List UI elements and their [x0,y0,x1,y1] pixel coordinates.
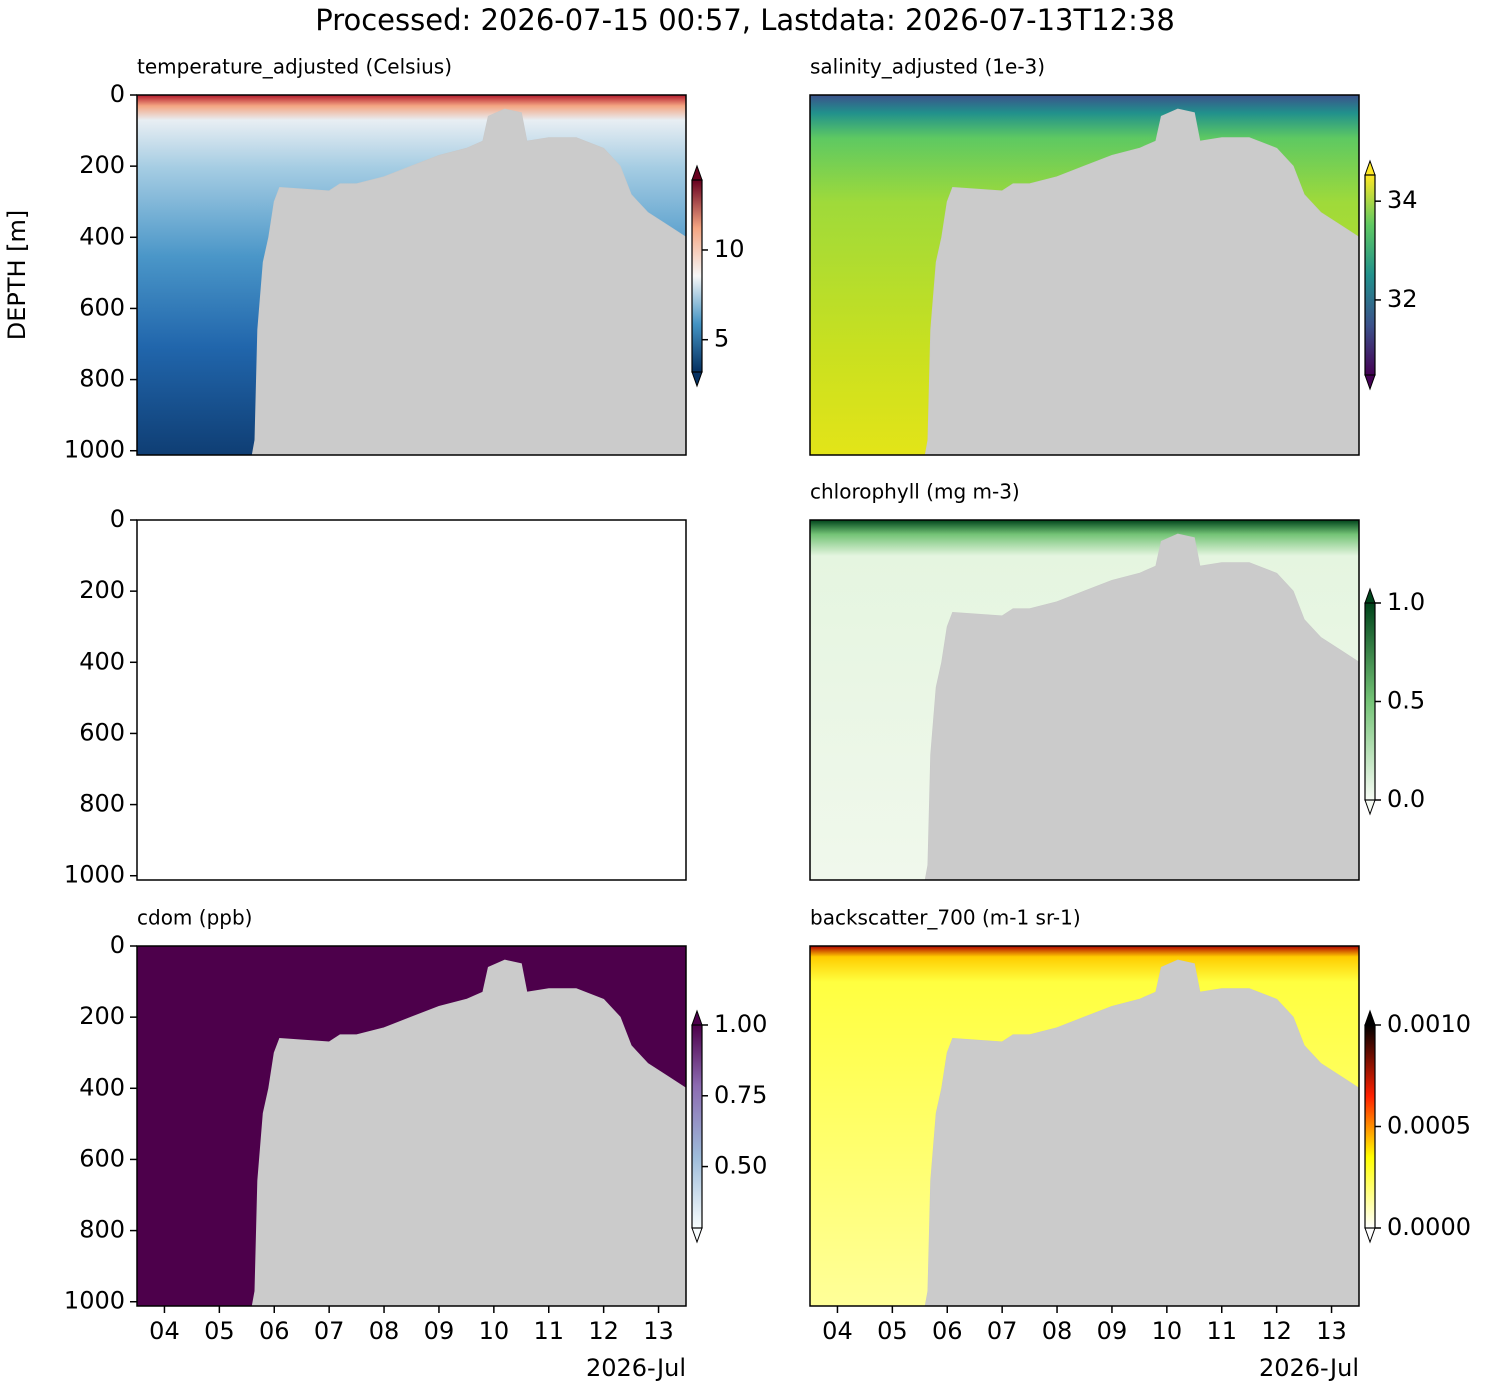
colorbar-extend [691,1009,703,1026]
colorbar-tick-label: 0.0000 [1387,1213,1471,1241]
x-tick-label: 07 [314,1317,345,1345]
y-tick-label: 400 [79,647,125,675]
x-tick-label: 06 [259,1317,290,1345]
colorbar-tick-label: 0.50 [714,1152,767,1180]
y-tick-label: 1000 [64,436,125,464]
panel-title: backscatter_700 (m-1 sr-1) [810,906,1081,930]
colorbar-tick-label: 34 [1387,186,1418,214]
colorbar-tick-label: 1.00 [714,1010,767,1038]
colorbar-frame [691,1024,703,1229]
colorbar [692,180,702,372]
colorbar-tick-label: 32 [1387,285,1418,313]
x-tick-label: 05 [877,1317,908,1345]
x-tick-label: 04 [149,1317,180,1345]
colorbar-tick-label: 0.75 [714,1081,767,1109]
colorbar [1365,603,1375,800]
x-tick-label: 12 [588,1317,619,1345]
x-tick-label: 09 [1097,1317,1128,1345]
no-data-area [810,534,1359,880]
panel-title: chlorophyll (mg m-3) [810,480,1020,504]
colorbar-extend [691,164,703,181]
x-tick-label: 12 [1261,1317,1292,1345]
axes-frame [136,945,687,1307]
x-tick-label: 08 [1042,1317,1073,1345]
x-axis-label: 2026-Jul [586,1354,686,1382]
figure-title: Processed: 2026-07-15 00:57, Lastdata: 2… [315,3,1175,37]
axes-frame [809,94,1360,456]
x-tick-label: 10 [479,1317,510,1345]
data-bottom-line [810,108,1360,456]
colorbar-extend [1364,159,1376,176]
colorbar-frame [691,179,703,373]
colorbar-tick-label: 5 [714,325,729,353]
x-tick-label: 07 [987,1317,1018,1345]
colorbar-tick-label: 10 [714,235,745,263]
y-tick-label: 400 [79,1073,125,1101]
x-tick-label: 11 [533,1317,564,1345]
colorbar-tick-label: 0.0005 [1387,1112,1471,1140]
no-data-area [137,960,686,1306]
axes-frame [136,94,687,456]
y-tick-label: 0 [110,80,125,108]
no-data-area [810,109,1359,455]
colorbar [1365,175,1375,375]
colorbar-extend [1364,374,1376,391]
y-tick-label: 1000 [64,1287,125,1315]
y-tick-label: 800 [79,365,125,393]
x-tick-label: 05 [204,1317,235,1345]
y-tick-label: 200 [79,151,125,179]
no-data-area [810,960,1359,1306]
colorbar-extend [691,1227,703,1244]
no-data-area [137,109,686,455]
panel-title: cdom (ppb) [137,906,252,930]
y-tick-label: 0 [110,505,125,533]
colorbar-extend [1364,587,1376,604]
x-tick-label: 04 [822,1317,853,1345]
y-tick-label: 1000 [64,861,125,889]
y-tick-label: 200 [79,1002,125,1030]
x-tick-label: 10 [1152,1317,1183,1345]
y-tick-label: 800 [79,790,125,818]
colorbar-tick-label: 0.0 [1387,785,1425,813]
y-tick-label: 600 [79,1144,125,1172]
panel-title: temperature_adjusted (Celsius) [137,55,452,79]
x-tick-label: 06 [932,1317,963,1345]
x-tick-label: 08 [369,1317,400,1345]
x-tick-label: 09 [424,1317,455,1345]
x-tick-label: 11 [1206,1317,1237,1345]
x-tick-label: 13 [1316,1317,1347,1345]
colorbar [692,1025,702,1228]
y-tick-label: 200 [79,576,125,604]
y-tick-label: 600 [79,718,125,746]
y-tick-label: 400 [79,222,125,250]
x-axis-label: 2026-Jul [1259,1354,1359,1382]
y-tick-label: 600 [79,293,125,321]
y-tick-label: 0 [110,931,125,959]
axes-frame [809,945,1360,1307]
y-axis-label: DEPTH [m] [3,210,31,341]
panel-title: salinity_adjusted (1e-3) [810,55,1045,79]
colorbar-frame [1364,174,1376,376]
colorbar-tick-label: 0.5 [1387,687,1425,715]
colorbar-tick-label: 1.0 [1387,588,1425,616]
colorbar-extend [1364,799,1376,816]
colorbar-extend [1364,1227,1376,1244]
colorbar-extend [1364,1009,1376,1026]
y-tick-label: 800 [79,1216,125,1244]
colorbar-extend [691,371,703,388]
colorbar [1365,1025,1375,1228]
axes-frame [809,519,1360,881]
x-tick-label: 13 [643,1317,674,1345]
axes-frame [136,519,687,881]
colorbar-tick-label: 0.0010 [1387,1010,1471,1038]
